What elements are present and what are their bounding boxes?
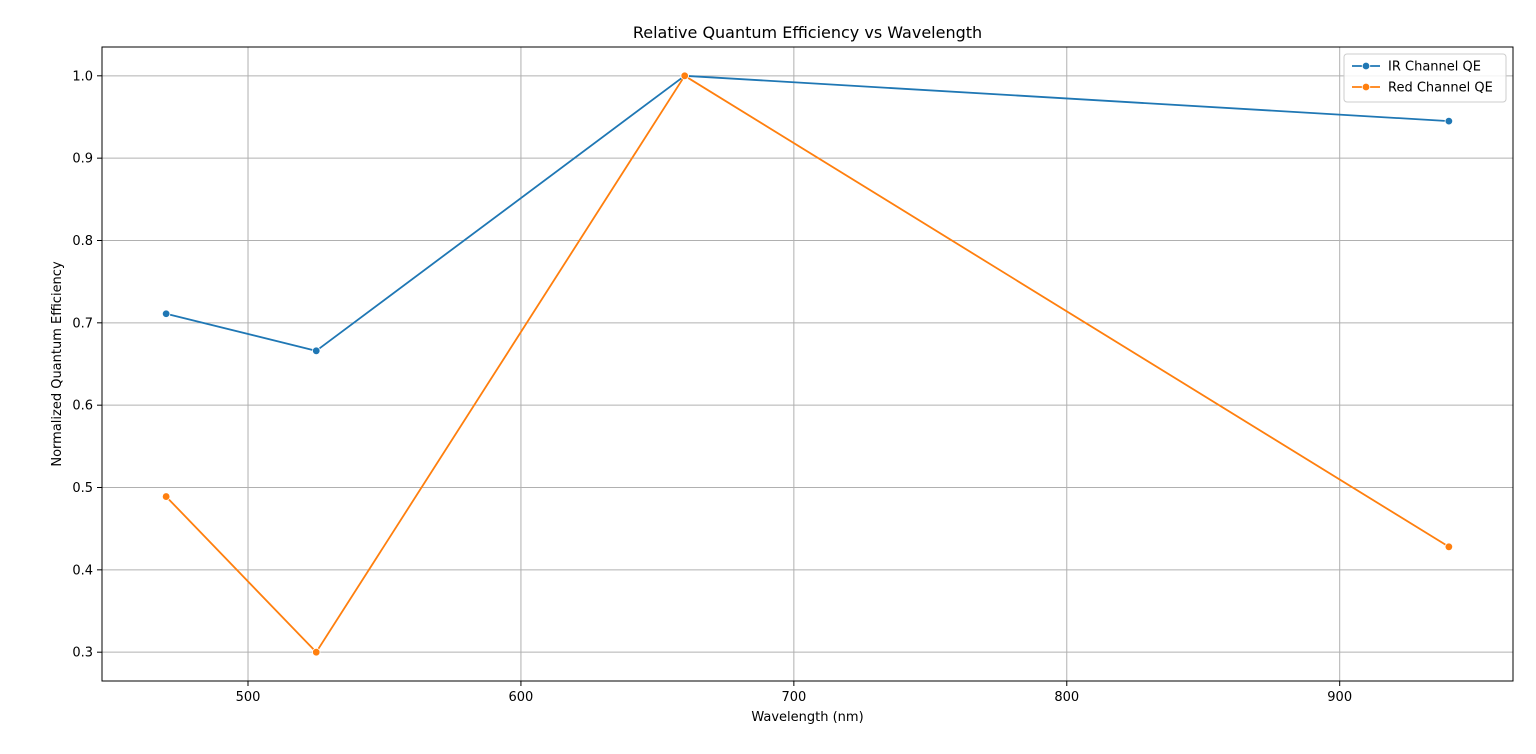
plot-frame [101,46,1514,682]
y-tick-label: 0.9 [72,152,93,167]
y-tick-label: 0.3 [72,646,93,661]
legend-label-ir-channel-qe: IR Channel QE [1388,60,1481,75]
y-tick-label: 1.0 [72,69,93,84]
y-tick-label: 0.7 [72,316,93,331]
y-tick-label: 0.5 [72,481,93,496]
x-tick-label: 500 [236,690,261,705]
data-point-red-channel-qe [312,647,321,657]
x-tick-label: 600 [509,690,534,705]
y-tick-label: 0.6 [72,399,93,414]
data-point-ir-channel-qe [1444,116,1454,126]
chart-title: Relative Quantum Efficiency vs Wavelengt… [633,23,982,42]
x-axis-ticks: 500 600 700 800 900 [236,681,1352,705]
legend-marker-ir-channel-qe [1361,61,1371,71]
series-line-ir-channel-qe [165,74,1449,352]
series-line-red-channel-qe [165,74,1450,654]
data-point-ir-channel-qe [161,309,171,318]
y-axis-label: Normalized Quantum Efficiency [50,261,65,467]
legend-marker-red-channel-qe [1361,82,1371,92]
legend-label-red-channel-qe: Red Channel QE [1388,81,1493,96]
x-axis-label: Wavelength (nm) [751,710,863,725]
y-tick-label: 0.4 [72,563,93,578]
x-tick-label: 800 [1054,690,1079,705]
legend: IR Channel QE Red Channel QE [1343,53,1507,103]
data-point-red-channel-qe [1444,542,1454,551]
y-axis-ticks: 0.3 0.4 0.5 0.6 0.7 0.8 0.9 1.0 [72,69,102,661]
grid [102,47,1513,681]
y-tick-label: 0.8 [72,234,93,249]
data-point-red-channel-qe [680,71,689,81]
x-tick-label: 900 [1327,690,1352,705]
legend-box [1343,53,1507,103]
series-layer [161,71,1454,657]
x-tick-label: 700 [781,690,806,705]
data-point-ir-channel-qe [312,346,321,356]
data-point-red-channel-qe [161,492,171,501]
